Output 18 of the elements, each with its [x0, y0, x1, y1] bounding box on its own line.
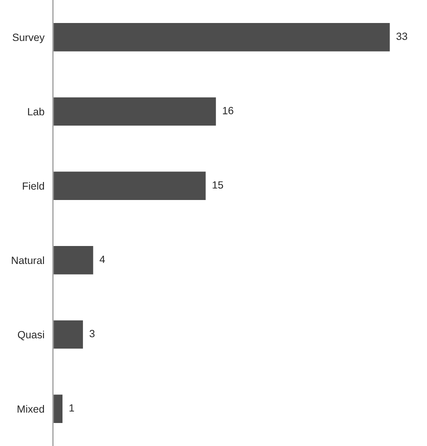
bar — [52, 170, 208, 202]
data-label: 16 — [222, 106, 234, 114]
bar — [52, 96, 218, 128]
bar — [52, 318, 84, 350]
y-tick-label: Quasi — [18, 330, 44, 340]
data-label: 4 — [100, 256, 105, 263]
y-tick-label: Lab — [28, 108, 44, 116]
y-tick-label: Field — [22, 182, 44, 190]
data-label: 1 — [70, 404, 74, 412]
data-label: 3 — [90, 330, 95, 338]
bar — [52, 393, 64, 424]
bar — [52, 244, 95, 276]
y-tick-label: Natural — [12, 256, 44, 264]
data-label: 15 — [212, 181, 224, 189]
y-tick-label: Survey — [12, 34, 45, 44]
y-tick-label: Mixed — [18, 405, 44, 413]
data-label: 33 — [396, 32, 408, 40]
bar — [52, 22, 392, 53]
